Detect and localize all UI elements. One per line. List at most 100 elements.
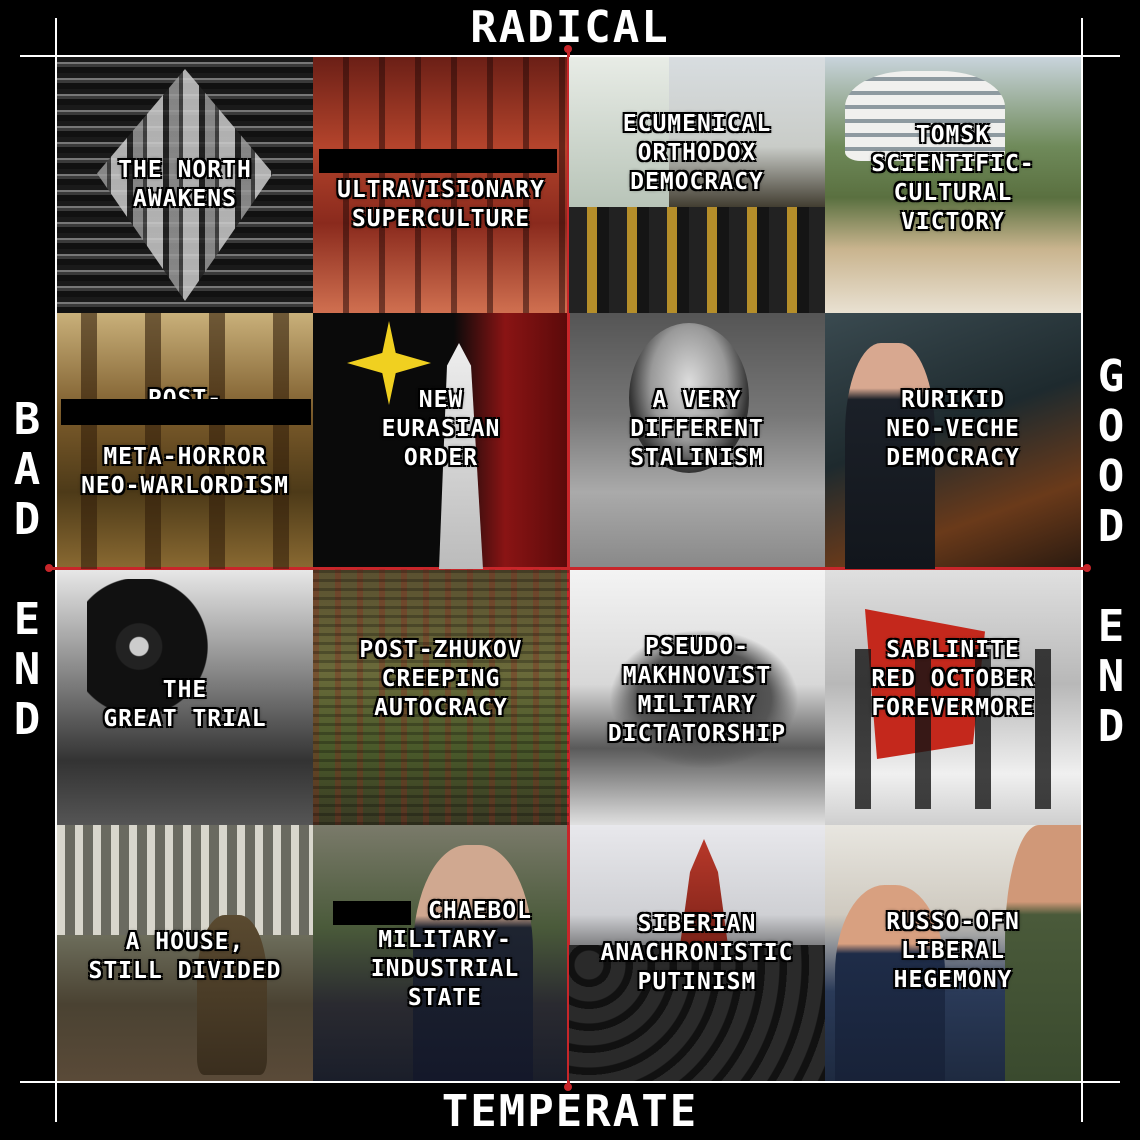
suited-man [845, 343, 935, 569]
tile-label: RURIKID NEO-VECHE DEMOCRACY [886, 386, 1020, 473]
frame-line-left [55, 18, 57, 1122]
tile-a-house-still-divided: A HOUSE, STILL DIVIDED [57, 825, 313, 1081]
axis-letter: A [13, 444, 43, 495]
tile-the-north-awakens: THE NORTH AWAKENS [57, 57, 313, 313]
tile-label: SABLINITE RED OCTOBER FOREVERMORE [871, 636, 1034, 723]
tile-label-line: THE NORTH [118, 157, 252, 183]
tile-label-line: LIBERAL [901, 937, 1005, 964]
tile-label-line: HEGEMONY [893, 966, 1013, 993]
axis-letter [14, 545, 43, 595]
axis-label-bad-end: B A D E N D [0, 395, 56, 745]
axis-letter: E [13, 594, 43, 645]
tile-post-meta-horror-neo-warlordism: POST- META-HORROR NEO-WARLORDISM [57, 313, 313, 569]
tile-the-great-trial: THE GREAT TRIAL [57, 569, 313, 825]
tile-post-zhukov-creeping-autocracy: POST-ZHUKOV CREEPING AUTOCRACY [313, 569, 569, 825]
tile-label: TOMSK SCIENTIFIC- CULTURAL VICTORY [871, 121, 1034, 237]
tile-label: THE GREAT TRIAL [103, 676, 266, 734]
man-in-sunglasses [413, 845, 533, 1081]
axis-letter: D [13, 694, 43, 745]
tile-rurikid-neo-veche-democracy: RURIKID NEO-VECHE DEMOCRACY [825, 313, 1081, 569]
axis-endpoint [45, 564, 53, 572]
tree-trunks [57, 313, 313, 569]
tile-label-line: RUSSO-OFN [886, 908, 1020, 935]
axis-letter: N [1097, 651, 1127, 702]
tile-siberian-anachronistic-putinism: SIBERIAN ANACHRONISTIC PUTINISM [569, 825, 825, 1081]
tile-label: A VERY DIFFERENT STALINISM [630, 386, 764, 473]
tile-label-line: DIFFERENT [630, 415, 764, 442]
tile-russo-ofn-liberal-hegemony: RUSSO-OFN LIBERAL HEGEMONY [825, 825, 1081, 1081]
tile-label-line: THE [162, 677, 208, 703]
tile-ultravisionary-superculture: ULTRAVISIONARY SUPERCULTURE [313, 57, 569, 313]
axis-letter: O [1097, 451, 1127, 502]
standing-officer [1005, 825, 1081, 1081]
gas-mask-soldier [87, 579, 217, 729]
tile-label: ULTRAVISIONARY SUPERCULTURE [337, 176, 545, 234]
axis-letter: N [13, 644, 43, 695]
tile-label-line: PUTINISM [637, 968, 757, 995]
tile-label-line: STATE [407, 985, 483, 1011]
tile-label: POST-ZHUKOV CREEPING AUTOCRACY [359, 636, 522, 723]
tile-label-line: AWAKENS [133, 186, 237, 212]
axis-letter: G [1097, 351, 1127, 402]
tile-label-line: TOMSK [915, 122, 991, 148]
tile-label-line: INDUSTRIAL [370, 956, 520, 982]
tile-label-line: STILL DIVIDED [88, 958, 282, 984]
redaction-bar [319, 149, 557, 173]
tile-label-line: CULTURAL [893, 180, 1013, 206]
tile-label-line: MILITARY [637, 692, 757, 718]
frame-line-bottom [20, 1081, 1120, 1083]
tile-label-line: AUTOCRACY [374, 694, 508, 721]
cavalry-rider [609, 629, 799, 769]
tile-label: ECUMENICAL ORTHODOX DEMOCRACY [623, 110, 771, 197]
tile-label-line: NEO-VECHE [886, 415, 1020, 442]
tile-label-line: EURASIAN [381, 415, 501, 442]
axis-letter: D [1097, 701, 1127, 752]
tile-label-line: ULTRAVISIONARY [337, 177, 545, 203]
marching-soldiers [825, 649, 1081, 809]
redaction-bar [333, 901, 411, 925]
tile-a-very-different-stalinism: A VERY DIFFERENT STALINISM [569, 313, 825, 569]
frame-line-top [20, 55, 1120, 57]
tile-label: A HOUSE, STILL DIVIDED [88, 928, 281, 986]
tile-label: SIBERIAN ANACHRONISTIC PUTINISM [600, 910, 793, 997]
circular-building [845, 71, 1005, 161]
tile-label-line: MILITARY- [378, 927, 512, 953]
axis-letter: E [1097, 601, 1127, 652]
woman-portrait [629, 323, 749, 473]
tile-label-line: CHAEBOL [428, 898, 532, 924]
tile-new-eurasian-order: NEW EURASIAN ORDER [313, 313, 569, 569]
ruined-building [57, 825, 313, 935]
tile-label-line: A HOUSE, [125, 929, 245, 955]
tile-label: RUSSO-OFN LIBERAL HEGEMONY [886, 908, 1020, 995]
tile-label-line: GREAT TRIAL [103, 706, 267, 732]
tile-label-line: RED OCTOBER [871, 665, 1035, 692]
tile-label-line: CREEPING [381, 665, 501, 692]
helmeted-troops [569, 945, 825, 1081]
axis-letter: D [1097, 501, 1127, 552]
tile-label-line: ORDER [403, 444, 479, 471]
tile-label-line: NEW [418, 386, 464, 413]
tile-label: PSEUDO- MAKHNOVIST MILITARY DICTATORSHIP [608, 633, 786, 749]
axis-label-radical: RADICAL [470, 2, 670, 53]
tile-label-line: SUPERCULTURE [351, 206, 531, 232]
tile-label-line: ECUMENICAL [622, 110, 772, 137]
tile-ecumenical-orthodox-democracy: ECUMENICAL ORTHODOX DEMOCRACY [569, 57, 825, 313]
tile-label-line: RURIKID [901, 386, 1005, 413]
axis-letter: O [1097, 401, 1127, 452]
axis-endpoint [564, 1083, 572, 1091]
soldier-walking [197, 915, 267, 1075]
axis-letter [1098, 552, 1127, 602]
tile-label: NEW EURASIAN ORDER [382, 386, 501, 473]
axis-endpoint [1083, 564, 1091, 572]
tile-label-line: A VERY [652, 386, 742, 413]
frame-line-right [1081, 18, 1083, 1122]
tile-label-line: DEMOCRACY [630, 168, 764, 195]
tile-sablinite-red-october-forevermore: SABLINITE RED OCTOBER FOREVERMORE [825, 569, 1081, 825]
tile-label-line: ANACHRONISTIC [600, 939, 794, 966]
tile-label-line: NEO-WARLORDISM [81, 473, 289, 499]
industrial-pipes [313, 57, 569, 313]
tile-tomsk-scientific-cultural-victory: TOMSK SCIENTIFIC- CULTURAL VICTORY [825, 57, 1081, 313]
tile-pseudo-makhnovist-military-dictatorship: PSEUDO- MAKHNOVIST MILITARY DICTATORSHIP [569, 569, 825, 825]
alignment-grid: THE NORTH AWAKENS ULTRAVISIONARY SUPERCU… [57, 57, 1081, 1081]
tile-label-line: SIBERIAN [637, 910, 757, 937]
